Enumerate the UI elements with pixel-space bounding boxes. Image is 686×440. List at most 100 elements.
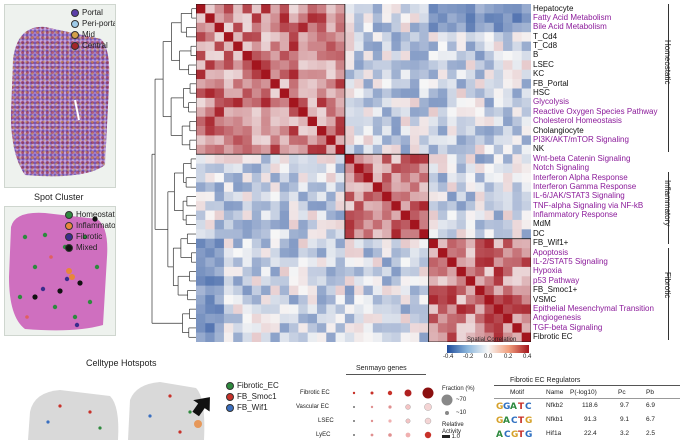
heatmap-cell [484, 276, 495, 286]
heatmap-cell [484, 97, 495, 108]
heatmap-cell [307, 4, 318, 14]
heatmap-cell [233, 97, 243, 108]
heatmap-cell [233, 69, 243, 80]
heatmap-cell [456, 182, 467, 193]
heatmap-cell [493, 126, 504, 136]
heatmap-cell [475, 248, 485, 258]
heatmap-cell [205, 79, 215, 89]
heatmap-cell [242, 144, 253, 155]
heatmap-cell [456, 332, 467, 342]
heatmap-cell [289, 4, 299, 14]
heatmap-cell [475, 154, 485, 164]
heatmap-cell [354, 107, 364, 117]
heatmap-cell [214, 50, 225, 61]
heatmap-cell [512, 201, 522, 211]
heatmap-cell [372, 238, 383, 249]
heatmap-cell [391, 116, 402, 127]
heatmap-cell [354, 60, 364, 71]
heatmap-cell [307, 79, 318, 89]
heatmap-cell [223, 304, 234, 315]
heatmap-cell [391, 229, 402, 240]
heatmap-cell [410, 332, 420, 342]
heatmap-cell [279, 201, 290, 211]
heatmap-cell [354, 163, 364, 174]
heatmap-cell [344, 4, 355, 14]
heatmap-cell [196, 163, 206, 174]
correlation-colorbar [447, 345, 529, 353]
heatmap-cell [298, 173, 308, 183]
heatmap-cell [307, 135, 318, 146]
heatmap-cell [289, 32, 299, 42]
heatmap-cell [242, 201, 253, 211]
heatmap-cell [270, 126, 281, 136]
heatmap-cell [410, 323, 420, 333]
heatmap-cell [419, 79, 429, 89]
heatmap-cell [428, 144, 439, 155]
heatmap-cell [223, 69, 234, 80]
row-dendrogram [151, 8, 196, 338]
heatmap-cell [391, 163, 402, 174]
heatmap-row-label: Angiogenesis [533, 313, 582, 323]
heatmap-cell [512, 257, 522, 268]
motif-logo-icons: G G A T C G A C T G A C G T G [496, 402, 532, 439]
heatmap-cell [205, 257, 215, 268]
heatmap-cell [521, 41, 531, 52]
celltype-hotspots-title: Celltype Hotspots [86, 358, 157, 368]
heatmap-cell [363, 126, 374, 136]
heatmap-cell [503, 32, 513, 42]
heatmap-cell [475, 22, 485, 33]
heatmap-cell [521, 88, 531, 99]
heatmap-cell [456, 154, 467, 164]
heatmap-cell [428, 248, 439, 258]
heatmap-row-label: Interferon Alpha Response [533, 172, 628, 182]
heatmap-cell [307, 50, 318, 61]
heatmap-cell [456, 79, 467, 89]
heatmap-cell [419, 295, 429, 305]
heatmap-cell [214, 32, 225, 42]
heatmap-cell [447, 116, 457, 127]
heatmap-cell [298, 332, 308, 342]
heatmap-cell [419, 323, 429, 333]
heatmap-cell [196, 79, 206, 89]
heatmap-cell [326, 69, 336, 80]
heatmap-cell [400, 219, 411, 230]
heatmap-cell [223, 295, 234, 305]
heatmap-row-label: Fibrotic EC [533, 332, 573, 342]
heatmap-row-label: DC [533, 228, 545, 238]
heatmap-cell [503, 191, 513, 202]
heatmap-cell [419, 163, 429, 174]
heatmap-row-label: Cholesterol Homeostasis [533, 116, 622, 126]
heatmap-cell [437, 13, 448, 24]
heatmap-cell [242, 304, 253, 315]
heatmap-cell [242, 107, 253, 117]
heatmap-cell [196, 4, 206, 14]
heatmap-cell [484, 22, 495, 33]
activity-legend-bar-icon [442, 434, 450, 438]
heatmap-cell [223, 32, 234, 42]
regulator-name: Nfkb1 [546, 416, 563, 423]
heatmap-cell [270, 135, 281, 146]
heatmap-row-label: TNF-alpha Signaling via NF-kB [533, 200, 644, 210]
heatmap-cell [279, 276, 290, 286]
heatmap-cell [307, 116, 318, 127]
heatmap-cell [196, 210, 206, 221]
heatmap-cell [233, 182, 243, 193]
activity-legend-title: Relative Activity [442, 422, 464, 435]
heatmap-cell [484, 116, 495, 127]
heatmap-cell [214, 201, 225, 211]
heatmap-cell [428, 257, 439, 268]
heatmap-cell [279, 332, 290, 342]
heatmap-cell [503, 4, 513, 14]
heatmap-cell [223, 13, 234, 24]
heatmap-cell [233, 22, 243, 33]
heatmap-cell [344, 295, 355, 305]
heatmap-cell [242, 285, 253, 296]
heatmap-cell [475, 238, 485, 249]
heatmap-cell [298, 182, 308, 193]
heatmap-cell [335, 163, 346, 174]
heatmap-cell [410, 295, 420, 305]
heatmap-cell [363, 13, 374, 24]
heatmap-cell [223, 173, 234, 183]
heatmap-cell [279, 135, 290, 146]
heatmap-cell [298, 201, 308, 211]
